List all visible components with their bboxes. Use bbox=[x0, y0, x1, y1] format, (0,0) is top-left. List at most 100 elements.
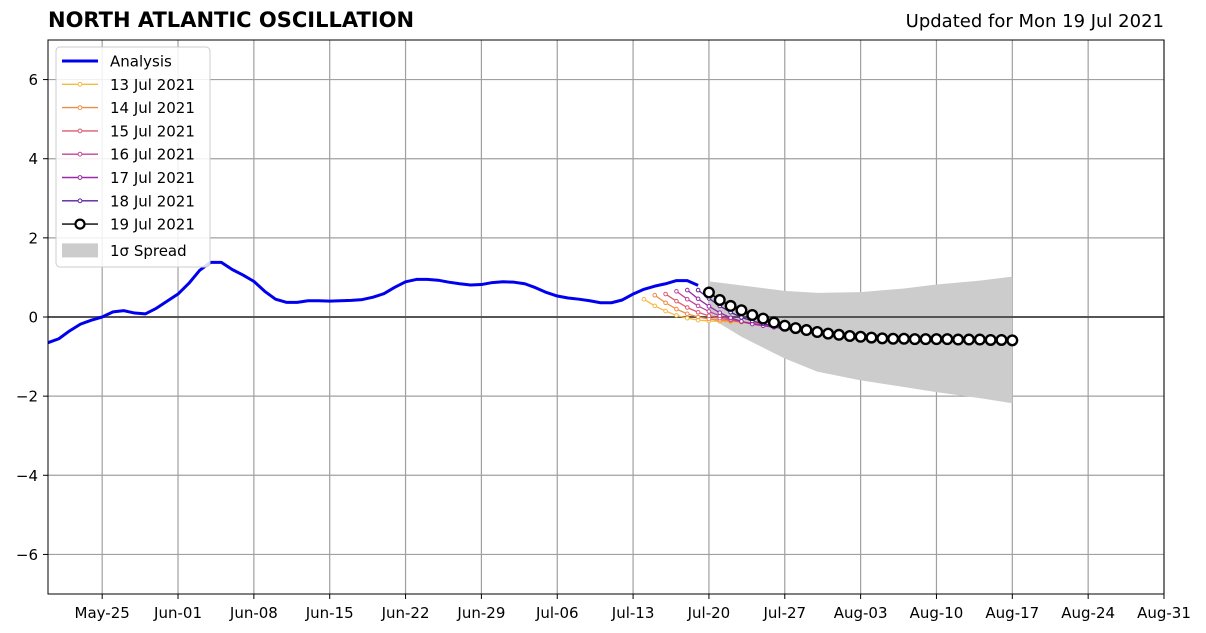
legend-marker-forecast bbox=[77, 105, 83, 110]
forecast-point bbox=[695, 309, 701, 315]
legend-label-forecast: 19 Jul 2021 bbox=[110, 216, 195, 234]
y-tick-label: 2 bbox=[28, 229, 38, 247]
forecast-point bbox=[641, 296, 647, 302]
legend-label-forecast: 17 Jul 2021 bbox=[110, 169, 195, 187]
forecast-point bbox=[674, 298, 679, 304]
legend-label-forecast: 16 Jul 2021 bbox=[110, 146, 195, 164]
legend-marker-forecast bbox=[77, 81, 83, 87]
latest-forecast bbox=[702, 286, 1019, 347]
forecast-point-latest bbox=[941, 333, 954, 346]
forecast-point bbox=[652, 303, 658, 309]
legend-marker-forecast bbox=[74, 218, 86, 230]
forecast-point-latest bbox=[854, 330, 867, 343]
forecast-point-latest bbox=[800, 324, 813, 337]
forecast-point-latest bbox=[746, 309, 759, 322]
legend-label-forecast: 15 Jul 2021 bbox=[110, 122, 195, 140]
y-tick-label: −6 bbox=[16, 546, 38, 564]
x-tick-label: Aug-10 bbox=[910, 604, 964, 622]
forecast-point bbox=[695, 296, 701, 302]
legend-box bbox=[55, 46, 211, 268]
forecast-point-latest bbox=[973, 333, 986, 346]
forecast-point bbox=[684, 311, 690, 317]
forecast-point bbox=[663, 300, 668, 306]
legend-label-analysis: Analysis bbox=[110, 53, 172, 71]
y-tick-label: −2 bbox=[16, 388, 38, 406]
forecast-point bbox=[684, 287, 690, 293]
forecast-point-latest bbox=[822, 327, 835, 340]
legend-marker-forecast bbox=[77, 151, 83, 157]
forecast-point bbox=[706, 304, 712, 309]
x-tick-label: Jun-15 bbox=[305, 604, 354, 622]
forecast-point-latest bbox=[702, 286, 715, 299]
forecast-point-latest bbox=[1006, 334, 1019, 347]
x-tick-label: Jul-27 bbox=[762, 604, 806, 622]
x-tick-label: Aug-17 bbox=[985, 604, 1039, 622]
legend-marker-forecast bbox=[77, 175, 83, 180]
forecast-point-latest bbox=[778, 319, 791, 332]
x-tick-label: Jun-01 bbox=[153, 604, 202, 622]
y-tick-label: 6 bbox=[28, 71, 38, 89]
forecast-point-latest bbox=[995, 333, 1008, 346]
x-tick-label: Aug-31 bbox=[1137, 604, 1191, 622]
forecast-point-latest bbox=[735, 304, 748, 317]
y-tick-label: 0 bbox=[28, 309, 38, 327]
forecast-point bbox=[706, 309, 712, 314]
forecast-point-latest bbox=[865, 331, 878, 344]
forecast-point-latest bbox=[843, 329, 856, 342]
legend-label-forecast: 18 Jul 2021 bbox=[110, 192, 195, 210]
forecast-point-latest bbox=[952, 333, 965, 346]
forecast-point-latest bbox=[908, 333, 921, 346]
forecast-point bbox=[674, 313, 679, 318]
forecast-point bbox=[739, 319, 744, 324]
updated-date: Updated for Mon 19 Jul 2021 bbox=[905, 11, 1164, 32]
y-tick-label: −4 bbox=[16, 467, 38, 485]
analysis-series bbox=[47, 260, 699, 345]
legend-marker-forecast bbox=[77, 128, 83, 134]
forecast-point bbox=[728, 315, 733, 321]
legend-label-spread: 1σ Spread bbox=[110, 242, 187, 260]
legend-swatch-spread bbox=[62, 243, 98, 258]
forecast-point bbox=[695, 303, 701, 309]
x-tick-label: Jul-20 bbox=[687, 604, 731, 622]
x-tick-label: May-25 bbox=[75, 604, 130, 622]
forecast-point bbox=[717, 310, 723, 315]
forecast-point-latest bbox=[767, 316, 780, 329]
forecast-point bbox=[663, 308, 668, 314]
grid bbox=[48, 40, 1165, 594]
forecast-point bbox=[706, 313, 712, 319]
forecast-point-latest bbox=[757, 312, 770, 325]
forecast-point-latest bbox=[832, 328, 845, 341]
forecast-point-latest bbox=[811, 326, 824, 339]
forecast-point bbox=[663, 291, 668, 297]
x-tick-label: Jun-08 bbox=[229, 604, 278, 622]
forecast-point bbox=[684, 305, 690, 310]
forecast-point-latest bbox=[919, 333, 932, 346]
forecast-point-latest bbox=[984, 333, 997, 346]
forecast-point-latest bbox=[789, 322, 802, 335]
analysis-line bbox=[47, 260, 699, 345]
forecast-point-latest bbox=[876, 332, 889, 345]
legend-label-forecast: 14 Jul 2021 bbox=[110, 99, 195, 117]
x-tick-label: Aug-03 bbox=[834, 604, 888, 622]
y-axis: −6 −4 −2 0 2 4 6 bbox=[16, 71, 48, 564]
x-tick-label: Jun-29 bbox=[456, 604, 505, 622]
forecast-point bbox=[674, 288, 679, 294]
x-tick-label: Aug-24 bbox=[1061, 604, 1115, 622]
x-tick-label: Jun-22 bbox=[381, 604, 430, 622]
forecast-point-latest bbox=[897, 332, 910, 345]
forecast-point bbox=[684, 315, 690, 321]
forecast-point bbox=[695, 314, 701, 320]
legend-marker-forecast bbox=[77, 198, 83, 204]
forecast-point bbox=[684, 296, 690, 302]
forecast-point-latest bbox=[930, 333, 943, 346]
x-axis: May-25 Jun-01 Jun-08 Jun-15 Jun-22 Jun-29 Jul-… bbox=[75, 594, 1191, 622]
x-tick-label: Jul-06 bbox=[535, 604, 579, 622]
legend-label-forecast: 13 Jul 2021 bbox=[110, 76, 195, 94]
chart-title: NORTH ATLANTIC OSCILLATION bbox=[48, 8, 415, 32]
forecast-point-latest bbox=[887, 332, 900, 345]
forecast-point-latest bbox=[724, 299, 737, 312]
legend: Analysis 13 Jul 2021 14 Jul 2021 15 Jul 202… bbox=[55, 46, 211, 268]
forecast-point-latest bbox=[713, 293, 726, 306]
forecast-point bbox=[652, 292, 658, 298]
